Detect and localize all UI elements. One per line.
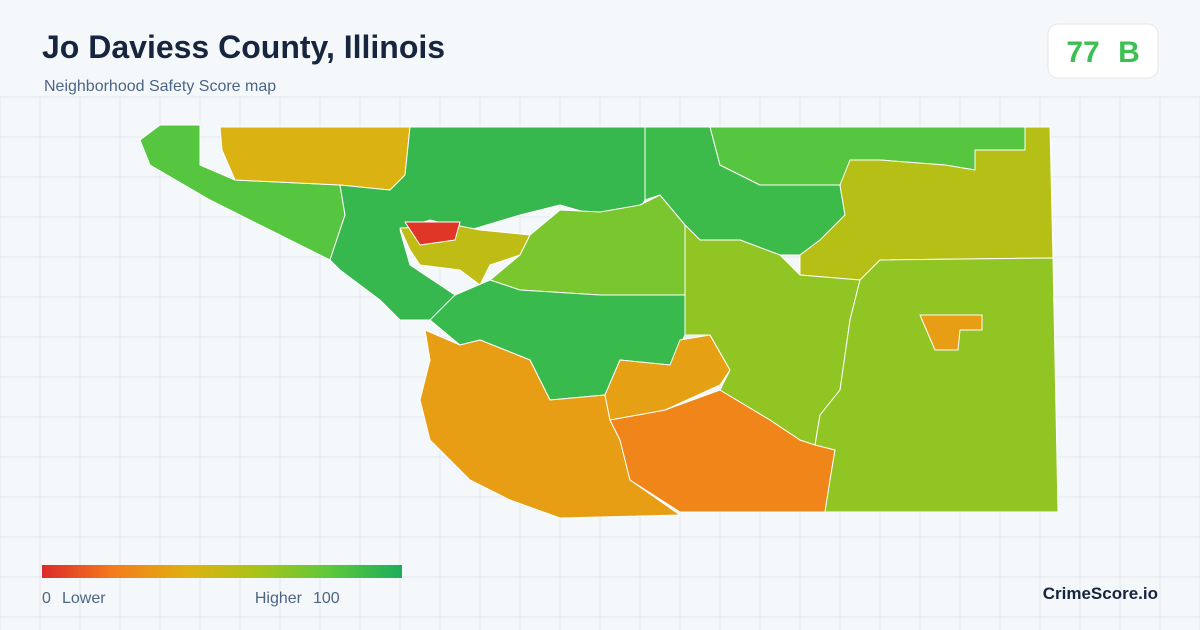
score-grade: B bbox=[1118, 36, 1140, 69]
region bbox=[404, 221, 461, 246]
title: Jo Daviess County, Illinois bbox=[42, 29, 445, 65]
score-badge bbox=[1047, 23, 1159, 79]
region bbox=[919, 314, 983, 351]
region bbox=[814, 257, 1059, 513]
region bbox=[799, 126, 1054, 281]
legend-max: 100 bbox=[313, 590, 340, 607]
subtitle: Neighborhood Safety Score map bbox=[44, 78, 276, 95]
legend-min-label: Lower bbox=[62, 590, 106, 607]
region bbox=[219, 126, 411, 191]
legend-min: 0 bbox=[42, 590, 51, 607]
legend-bar bbox=[42, 565, 402, 578]
county-map bbox=[139, 124, 1059, 519]
legend-max-label: Higher bbox=[255, 590, 303, 607]
score-value: 77 bbox=[1066, 36, 1099, 69]
brand: CrimeScore.io bbox=[1043, 584, 1158, 603]
